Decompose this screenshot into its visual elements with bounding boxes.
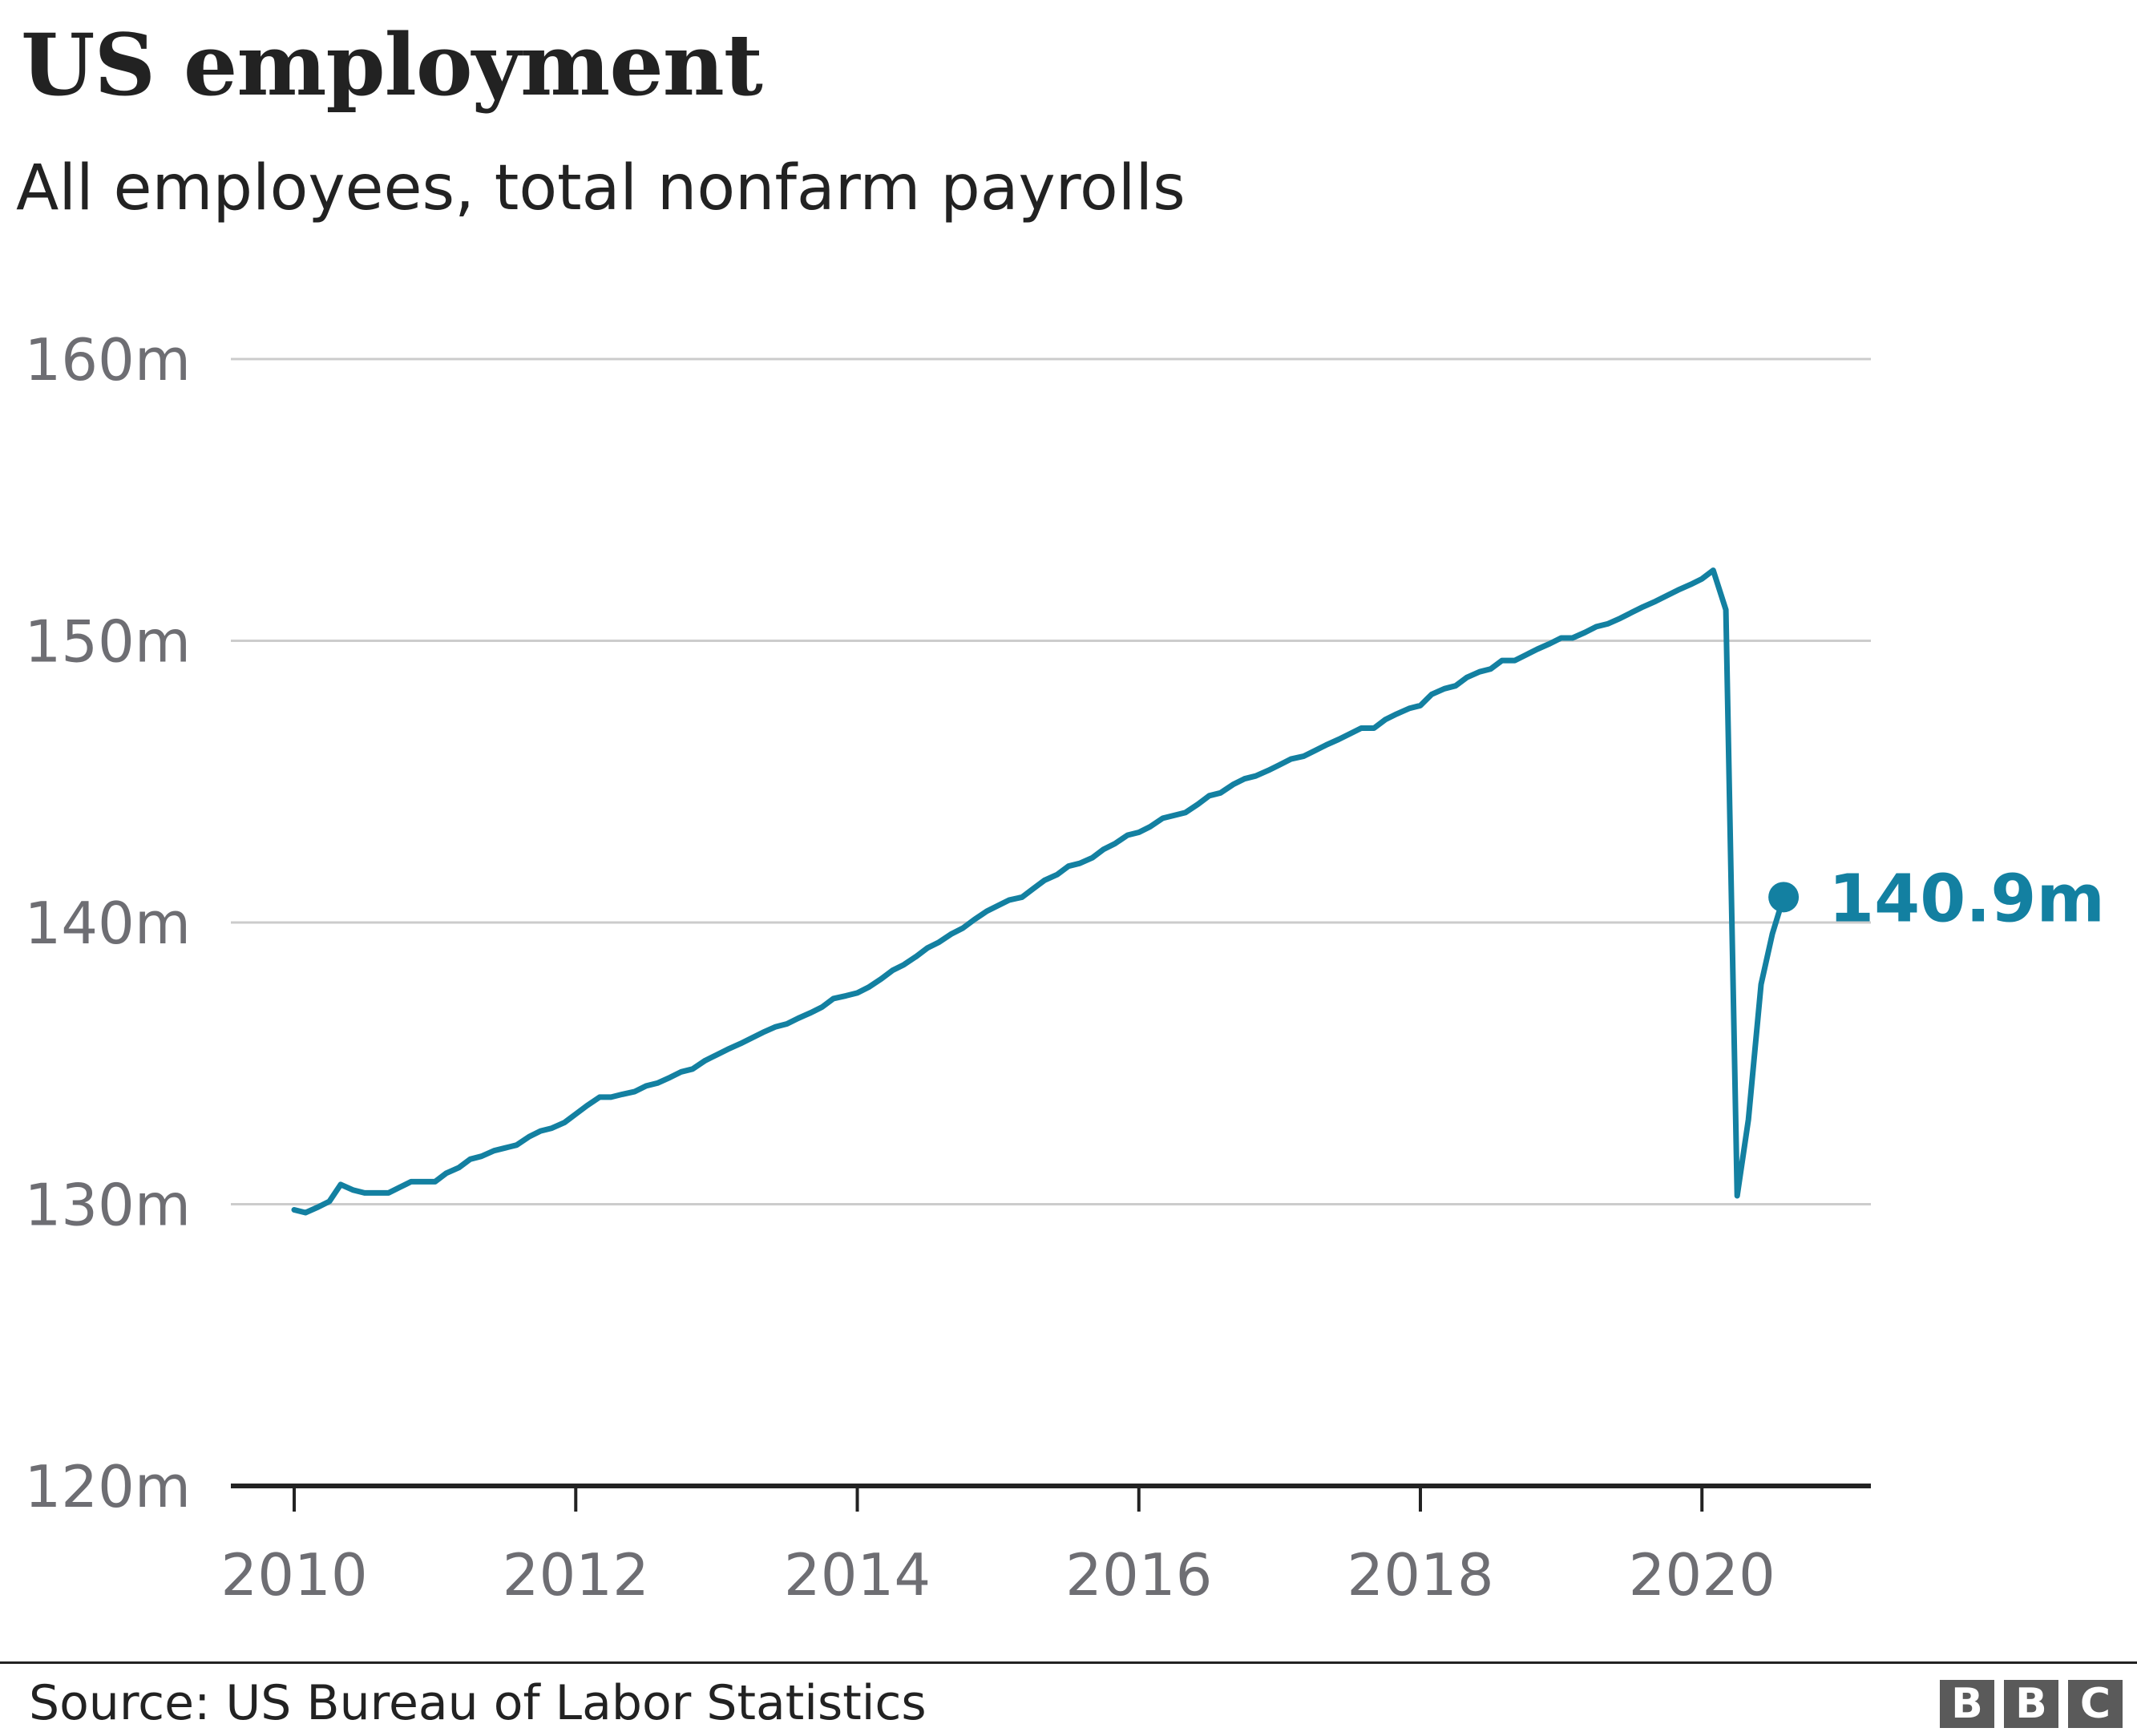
series-line	[291, 567, 1787, 1216]
x-tick-label: 2014	[784, 1541, 931, 1609]
bbc-logo: B B C	[1940, 1680, 2123, 1728]
chart-subtitle: All employees, total nonfarm payrolls	[16, 152, 1186, 224]
x-tick-label: 2020	[1629, 1541, 1775, 1609]
source-note: Source: US Bureau of Labor Statistics	[29, 1675, 927, 1731]
series-layer: 140.9m	[291, 567, 2105, 1216]
x-tick-label: 2012	[503, 1541, 649, 1609]
footer-divider	[0, 1661, 2137, 1664]
y-tick-label: 140m	[24, 890, 191, 957]
chart-title: US employment	[21, 14, 763, 115]
bbc-logo-block: B	[1940, 1680, 1994, 1728]
y-tick-label: 130m	[24, 1172, 191, 1239]
x-tick-label: 2010	[220, 1541, 367, 1609]
x-tick-label: 2016	[1065, 1541, 1212, 1609]
end-point-label: 140.9m	[1828, 861, 2105, 937]
bbc-logo-block: C	[2068, 1680, 2123, 1728]
y-tick-label: 120m	[24, 1453, 191, 1520]
x-tick-label: 2018	[1347, 1541, 1493, 1609]
gridlines	[231, 357, 1871, 1205]
x-axis	[231, 1484, 1871, 1512]
y-tick-label: 160m	[24, 326, 191, 394]
x-axis-labels: 2010 2012 2014 2016 2018 2020	[220, 1541, 1775, 1609]
bbc-logo-block: B	[2004, 1680, 2058, 1728]
y-tick-label: 150m	[24, 608, 191, 676]
y-axis-labels: 120m 130m 140m 150m 160m	[24, 326, 191, 1520]
end-point-marker	[1768, 882, 1800, 913]
